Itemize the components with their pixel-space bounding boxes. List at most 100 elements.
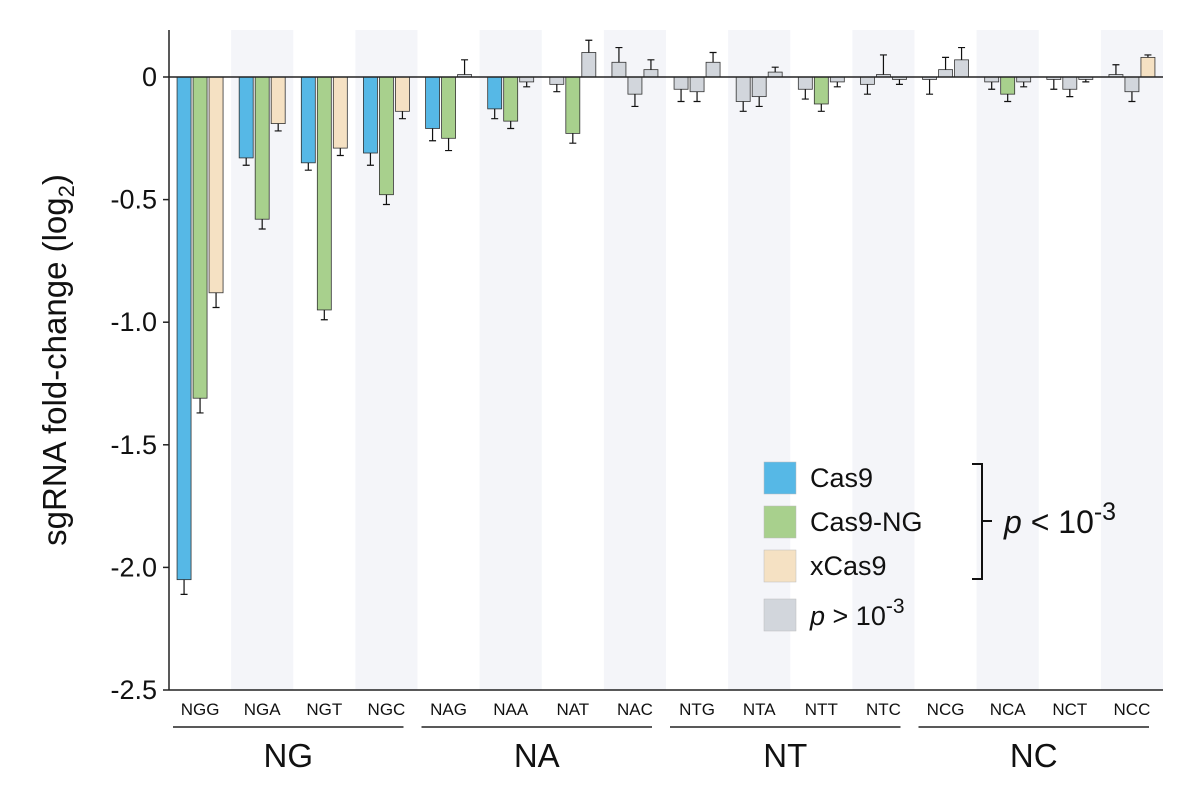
bar-cas9-ngt [300,76,316,164]
error-bar-xcas9-nag [461,59,469,75]
bar-xcas9-nga [270,76,286,124]
error-bar-xcas9-nct [1082,79,1090,83]
bar-xcas9-ncg [954,59,969,78]
bar-cas9-nag [425,76,440,129]
bar-xcas9-ngt [332,76,348,149]
error-bar-cas9-ng-nac [631,94,639,108]
error-bar-xcas9-ntt [833,81,841,88]
error-bar-cas9-ng-nat [569,133,577,144]
error-bar-xcas9-ncc [1144,54,1152,58]
bar-cas9-ng-naa [503,76,519,122]
bar-cas9-ng-nag [441,76,456,139]
category-label-nac: NAC [617,700,653,719]
error-bar-cas9-ng-nct [1066,89,1074,98]
bar-xcas9-ngg [208,76,224,294]
bar-xcas9-ngc [395,76,410,112]
category-label-naa: NAA [493,700,529,719]
group-label-nt: NT [763,737,807,774]
error-bar-cas9-nag [429,128,437,142]
category-label-nat: NAT [556,700,589,719]
y-tick-label: -2.5 [110,675,157,705]
error-bar-xcas9-ngg [212,292,220,309]
bar-cas9-nta [735,76,751,102]
y-ticks: 0 -0.5 -1.0 -1.5 -2.0 -2.5 [110,62,169,705]
bar-cas9-ng-nac [627,76,643,95]
bar-cas9-ntg [673,76,689,90]
band-nac [603,30,666,690]
significance-threshold-label: p < 10-3 [1003,498,1116,540]
group-labels: NG NA NT NC [173,726,1149,774]
error-bar-xcas9-ntc [895,79,903,85]
bar-xcas9-ncc [1140,56,1156,78]
y-axis-label: sgRNA fold-change (log2) [36,174,79,546]
bar-cas9-ntc [860,76,875,85]
bar-cas9-ng-ntt [813,76,829,105]
category-labels: NGG NGA NGT NGC NAG NAA NAT NAC NTG NTA NTT NTC NCG N… [181,700,1151,719]
error-bar-xcas9-nat [585,39,593,53]
band-nca [976,30,1039,690]
bars [176,39,1156,595]
legend-label-cas9: Cas9 [810,463,873,493]
category-label-ngc: NGC [368,700,406,719]
y-tick-label: -0.5 [110,185,157,215]
band-naa [479,30,542,690]
error-bar-cas9-ng-nga [258,219,266,230]
axes [168,30,1163,691]
error-bar-cas9-ng-ncc [1128,91,1136,103]
error-bar-cas9-nga [242,157,250,166]
bar-xcas9-nac [643,69,659,78]
bar-cas9-ng-ncc [1124,76,1140,93]
group-label-na: NA [514,737,560,774]
legend-label-nonsignificant: p > 10-3 [809,595,905,631]
bar-cas9-ng-nat [565,76,581,134]
error-bar-cas9-ng-nta [755,96,763,108]
category-label-ntt: NTT [805,700,838,719]
category-label-nct: NCT [1052,700,1087,719]
error-bar-xcas9-ngc [398,111,406,120]
category-label-ngt: NGT [306,700,342,719]
category-label-nca: NCA [990,700,1027,719]
bar-cas9-ng-nga [254,76,270,220]
error-bar-cas9-ng-ngg [196,398,204,414]
error-bar-cas9-ng-ntc [879,54,887,75]
group-label-nc: NC [1010,737,1058,774]
error-bar-cas9-ng-ngc [382,194,390,206]
legend-bracket [972,463,992,580]
category-label-ntg: NTG [679,700,715,719]
legend-label-cas9-ng: Cas9-NG [810,507,923,537]
y-tick-label: -1.5 [110,430,157,460]
legend-swatch-cas9-ng [763,505,797,539]
error-bar-xcas9-ngt [336,148,344,157]
bar-cas9-ng-ngg [192,76,208,399]
category-label-nga: NGA [244,700,282,719]
legend-swatch-nonsignificant [763,598,797,632]
legend-label-xcas9: xCas9 [810,551,887,581]
error-bar-xcas9-nga [274,123,282,132]
bar-cas9-ng-nca [1000,76,1016,95]
error-bar-cas9-ntg [677,89,685,103]
error-bar-cas9-ngt [304,162,312,171]
y-tick-label: 0 [142,62,157,92]
error-bar-cas9-ng-ncg [942,56,950,70]
error-bar-cas9-ng-ntg [693,91,701,103]
y-tick-label: -2.0 [110,552,157,582]
category-label-ncg: NCG [927,700,965,719]
error-bar-cas9-ncg [926,79,934,95]
error-bar-cas9-ng-nag [445,138,453,152]
category-label-nta: NTA [743,700,776,719]
category-label-ntc: NTC [866,700,901,719]
category-label-nag: NAG [430,700,467,719]
bar-cas9-ngg [176,76,192,581]
error-bar-cas9-ng-ngt [320,309,328,321]
bar-cas9-ng-ntg [689,76,705,93]
error-bar-xcas9-nac [647,59,655,70]
error-bar-cas9-ngg [180,579,188,595]
bar-cas9-ng-nta [751,76,767,98]
error-bar-cas9-nac [615,46,623,63]
bar-xcas9-nat [581,52,597,78]
error-bar-xcas9-ntg [709,51,717,63]
error-bar-xcas9-nta [771,66,779,73]
error-bar-xcas9-ncg [958,46,966,60]
legend-swatch-cas9 [763,461,797,495]
